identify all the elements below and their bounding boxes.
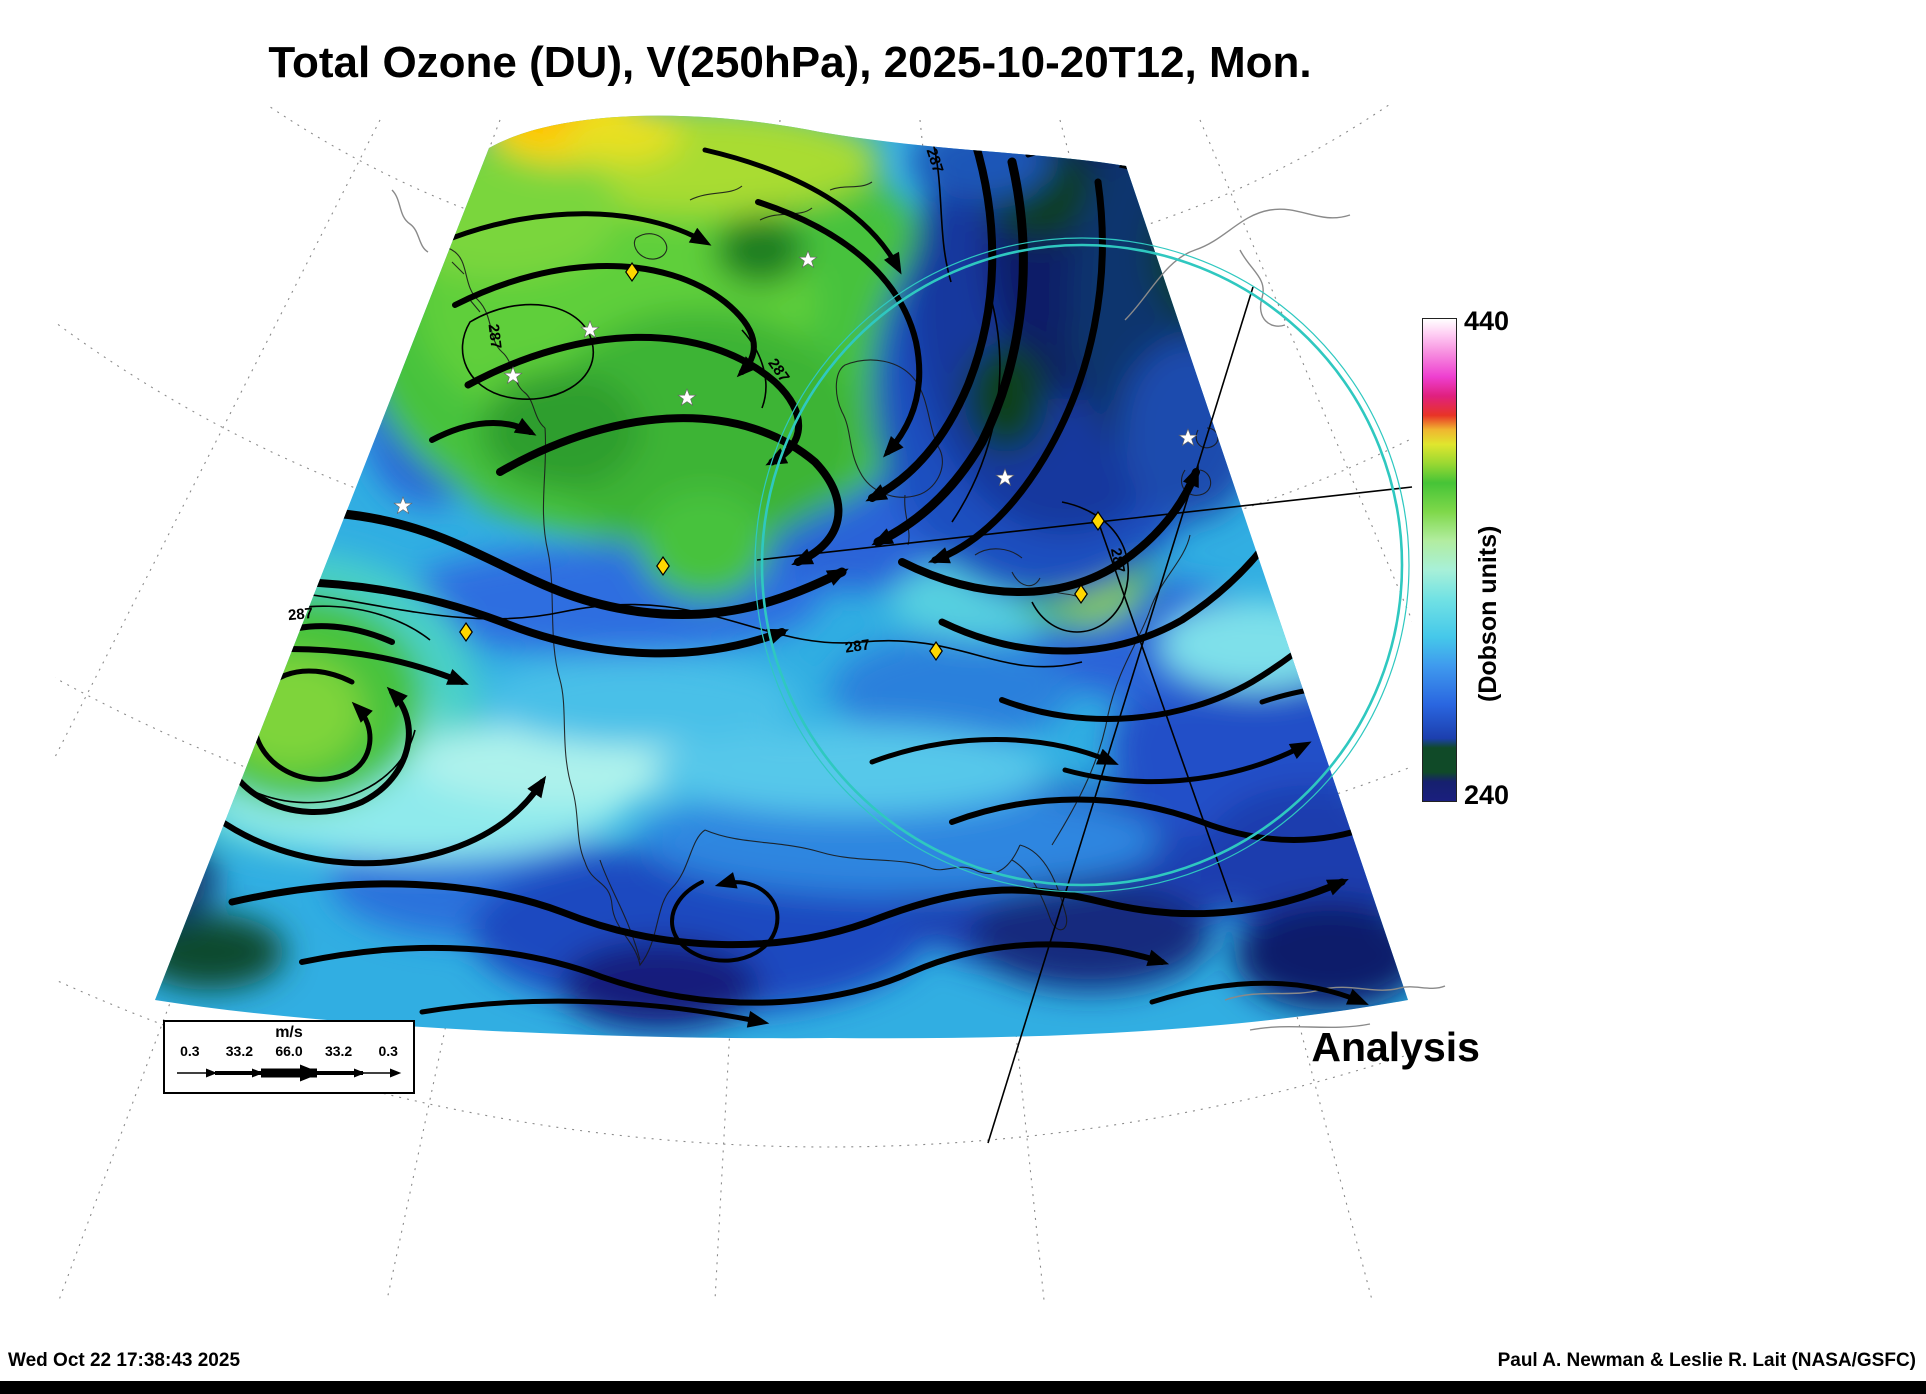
colorbar-min-label: 240 [1464,780,1510,810]
contour-label: 287 [843,636,872,657]
track-lines [756,286,1413,1144]
wind-scale-legend: m/s 0.3 33.2 66.0 33.2 0.3 [163,1020,415,1094]
wind-scale-unit: m/s [275,1024,303,1041]
range-circle [754,237,1410,893]
wind-scale-arrows [177,1064,402,1082]
wind-scale-value: 0.3 [180,1043,200,1059]
colorbar-max-label: 440 [1464,306,1510,336]
wind-scale-value: 33.2 [225,1043,254,1059]
analysis-label: Analysis [1311,1024,1480,1070]
footer-timestamp: Wed Oct 22 17:38:43 2025 [8,1350,241,1371]
plot-title: Total Ozone (DU), V(250hPa), 2025-10-20T… [268,38,1312,87]
contour-label: 287 [287,604,314,625]
wind-scale-value: 0.3 [378,1043,398,1059]
wind-scale-value: 66.0 [275,1043,303,1059]
wind-scale-value: 33.2 [324,1043,353,1059]
bottom-bar [0,1381,1926,1394]
colorbar [1422,318,1457,802]
ozone-field [155,115,1408,1039]
footer-credit: Paul A. Newman & Leslie R. Lait (NASA/GS… [1497,1350,1916,1371]
coastlines-outside [391,189,1446,1031]
contour-label: 287 [484,323,505,350]
colorbar-units-label: (Dobson units) [1474,525,1502,702]
wind-scale-values: 0.3 33.2 66.0 33.2 0.3 [165,1043,413,1059]
streamlines [159,138,1408,1028]
